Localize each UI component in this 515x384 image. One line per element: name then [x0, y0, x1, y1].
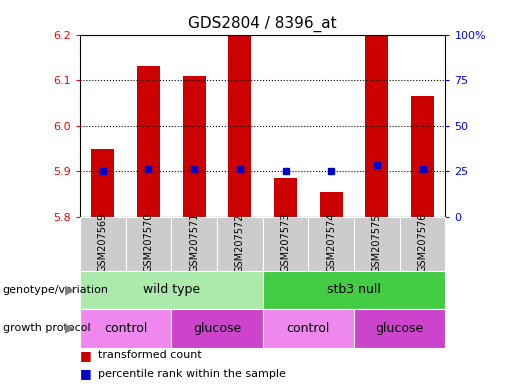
- Text: glucose: glucose: [375, 322, 424, 335]
- Text: ■: ■: [80, 367, 92, 380]
- FancyBboxPatch shape: [263, 309, 354, 348]
- Text: GSM207569: GSM207569: [98, 213, 108, 272]
- FancyBboxPatch shape: [171, 217, 217, 271]
- Text: percentile rank within the sample: percentile rank within the sample: [98, 369, 286, 379]
- FancyBboxPatch shape: [263, 271, 445, 309]
- Text: stb3 null: stb3 null: [327, 283, 381, 296]
- FancyBboxPatch shape: [308, 217, 354, 271]
- FancyBboxPatch shape: [126, 217, 171, 271]
- Bar: [411, 96, 434, 217]
- Bar: [274, 178, 297, 217]
- FancyBboxPatch shape: [217, 217, 263, 271]
- Text: GSM207572: GSM207572: [235, 213, 245, 273]
- Text: control: control: [104, 322, 147, 335]
- Text: wild type: wild type: [143, 283, 200, 296]
- Text: ■: ■: [80, 349, 92, 362]
- Bar: [228, 35, 251, 217]
- FancyBboxPatch shape: [354, 217, 400, 271]
- Text: growth protocol: growth protocol: [3, 323, 90, 333]
- FancyBboxPatch shape: [263, 217, 308, 271]
- Text: control: control: [287, 322, 330, 335]
- Text: GSM207575: GSM207575: [372, 213, 382, 273]
- Title: GDS2804 / 8396_at: GDS2804 / 8396_at: [188, 16, 337, 32]
- FancyBboxPatch shape: [80, 309, 171, 348]
- Text: GSM207576: GSM207576: [418, 213, 427, 273]
- FancyBboxPatch shape: [80, 271, 263, 309]
- Bar: [137, 66, 160, 217]
- FancyBboxPatch shape: [400, 217, 445, 271]
- Bar: [320, 192, 342, 217]
- Bar: [91, 149, 114, 217]
- Text: transformed count: transformed count: [98, 350, 201, 360]
- Text: GSM207570: GSM207570: [143, 213, 153, 273]
- FancyBboxPatch shape: [354, 309, 445, 348]
- Text: genotype/variation: genotype/variation: [3, 285, 109, 295]
- Text: GSM207574: GSM207574: [326, 213, 336, 273]
- Text: glucose: glucose: [193, 322, 241, 335]
- Text: GSM207571: GSM207571: [189, 213, 199, 273]
- Bar: [183, 76, 205, 217]
- Text: ▶: ▶: [65, 322, 75, 335]
- Text: GSM207573: GSM207573: [281, 213, 290, 273]
- Text: ▶: ▶: [65, 283, 75, 296]
- FancyBboxPatch shape: [80, 217, 126, 271]
- FancyBboxPatch shape: [171, 309, 263, 348]
- Bar: [366, 35, 388, 217]
